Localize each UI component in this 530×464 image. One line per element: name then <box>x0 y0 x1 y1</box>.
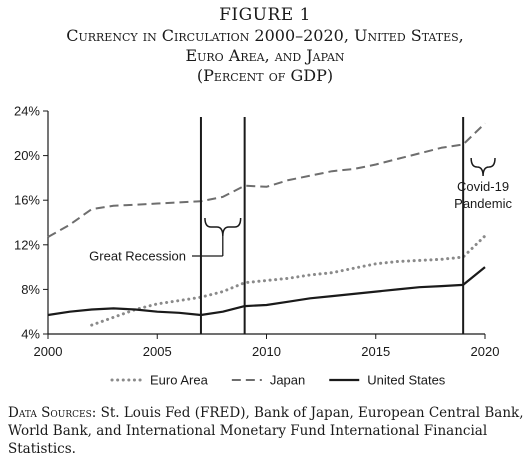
series-line-euro-area <box>90 234 487 327</box>
series-line-japan <box>47 122 486 238</box>
x-tick-label: 2000 <box>34 344 63 359</box>
x-tick-label: 2015 <box>361 344 390 359</box>
annotation-great-recession: Great Recession <box>89 249 186 264</box>
figure-title-line-3: (Percent of GDP) <box>196 66 334 85</box>
y-tick-label: 8% <box>21 282 40 297</box>
legend-label: Japan <box>270 373 305 388</box>
chart-ticks: 4% 8% 12% 16% 20% 24% 2000 2005 2010 2015 2020 <box>14 104 499 360</box>
figure-title-line-1: Currency in Circulation 2000–2020, Unite… <box>66 26 464 45</box>
figure-number: FIGURE 1 <box>219 5 311 25</box>
covid-brace <box>470 157 496 177</box>
data-sources-text: St. Louis Fed (FRED), Bank of Japan, Eur… <box>8 405 524 457</box>
legend-label: United States <box>367 373 446 388</box>
x-tick-label: 2020 <box>471 344 500 359</box>
x-tick-label: 2010 <box>252 344 281 359</box>
series-line-united-states <box>47 266 486 317</box>
data-sources-note: Data Sources: St. Louis Fed (FRED), Bank… <box>8 404 524 458</box>
annotation-covid-line: Covid-19 <box>457 179 509 194</box>
figure-title: FIGURE 1 Currency in Circulation 2000–20… <box>0 4 530 86</box>
y-tick-label: 12% <box>14 237 40 252</box>
great-recession-brace <box>204 217 242 237</box>
chart-legend: Euro Area Japan United States <box>110 373 446 388</box>
y-tick-label: 20% <box>14 148 40 163</box>
y-tick-label: 24% <box>14 104 40 119</box>
data-sources-lead: Data Sources: <box>8 405 97 421</box>
x-tick-label: 2005 <box>143 344 172 359</box>
y-tick-label: 16% <box>14 193 40 208</box>
event-lines <box>199 117 465 334</box>
chart-series <box>47 122 487 327</box>
chart-axes <box>47 111 485 335</box>
line-chart: 4% 8% 12% 16% 20% 24% 2000 2005 2010 2015 2020 Gre… <box>14 104 513 388</box>
figure-title-line-2: Euro Area, and Japan <box>185 46 345 65</box>
chart-annotations: Great Recession Covid-19 Pandemic <box>89 157 512 264</box>
annotation-covid-line: Pandemic <box>454 196 512 211</box>
legend-label: Euro Area <box>150 373 209 388</box>
y-tick-label: 4% <box>21 327 40 342</box>
